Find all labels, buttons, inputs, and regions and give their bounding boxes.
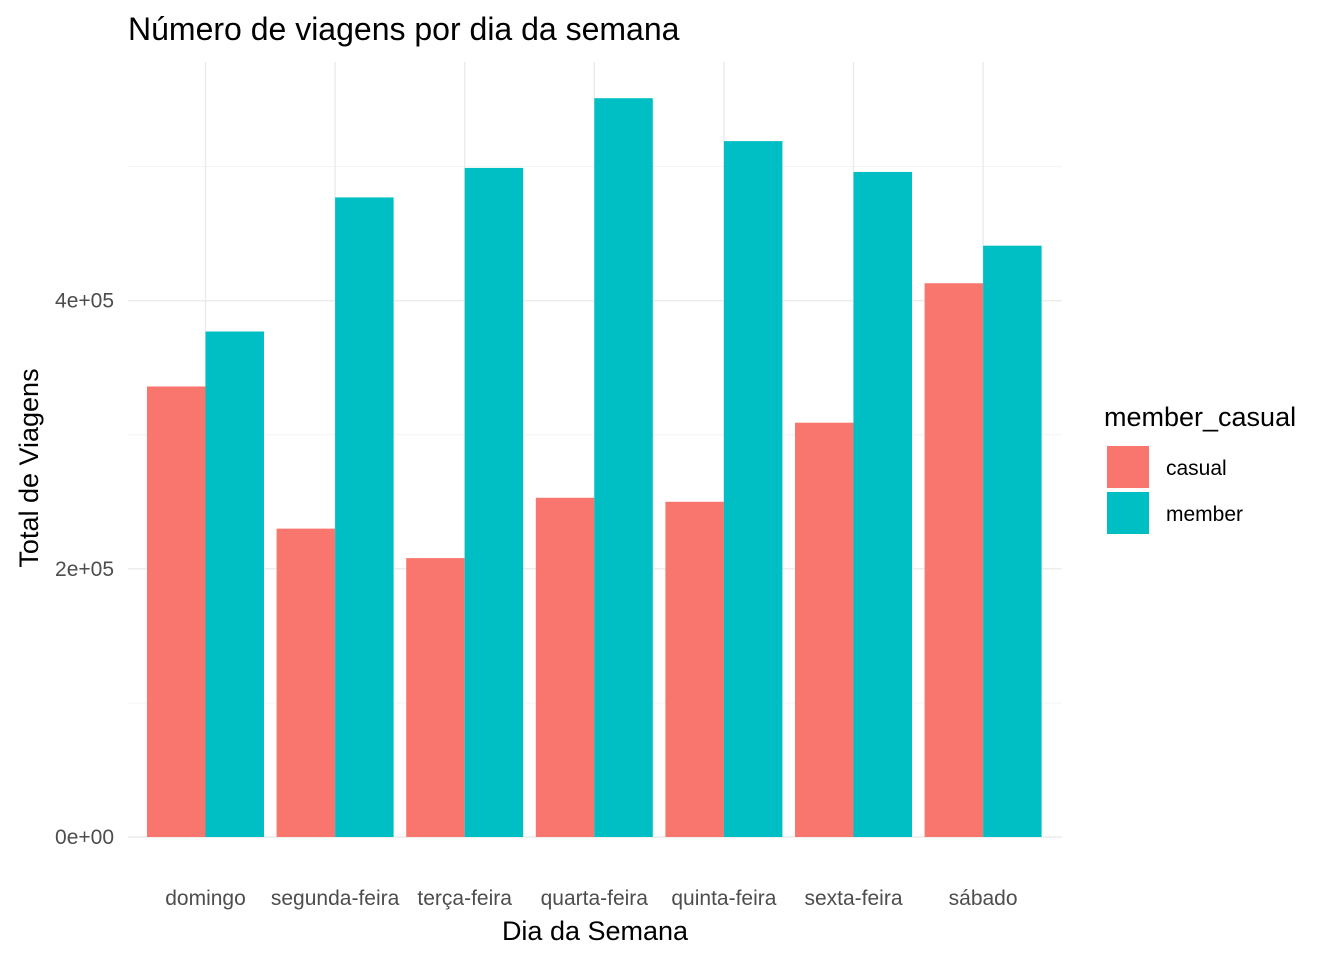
bar-member — [205, 331, 264, 837]
bar-member — [335, 197, 394, 837]
bar-casual — [276, 528, 336, 837]
bar-casual — [406, 558, 465, 837]
bar-casual — [665, 501, 724, 837]
legend-label-casual: casual — [1166, 457, 1227, 480]
bar-member — [983, 245, 1042, 837]
x-tick-label: sábado — [949, 887, 1018, 910]
x-tick-label: terça-feira — [417, 887, 512, 910]
bar-member — [853, 171, 912, 837]
legend-title: member_casual — [1104, 402, 1296, 432]
bar-casual — [795, 422, 854, 837]
bar-member — [594, 98, 653, 838]
bars — [147, 98, 1042, 838]
legend-label-member: member — [1166, 503, 1243, 526]
x-tick-label: domingo — [165, 887, 246, 910]
legend-swatch-member — [1107, 492, 1149, 534]
bar-casual — [147, 386, 206, 837]
y-tick-label: 0e+00 — [55, 826, 114, 849]
x-tick-label: sexta-feira — [804, 887, 902, 910]
x-axis-ticks: domingo segunda-feira terça-feira quarta-fe… — [165, 887, 1017, 910]
x-tick-label: segunda-feira — [271, 887, 400, 910]
x-axis-title: Dia da Semana — [502, 916, 689, 946]
y-axis-title: Total de Viagens — [14, 368, 44, 567]
chart-title: Número de viagens por dia da semana — [128, 11, 680, 47]
legend-swatch-casual — [1107, 446, 1149, 488]
x-tick-label: quarta-feira — [541, 887, 649, 910]
bar-member — [723, 141, 783, 837]
bar-member — [464, 167, 524, 837]
x-tick-label: quinta-feira — [671, 887, 776, 910]
legend: member_casual casual member — [1104, 402, 1296, 534]
y-axis-ticks: 0e+00 2e+05 4e+05 — [55, 290, 114, 849]
y-tick-label: 4e+05 — [55, 290, 114, 313]
bar-casual — [924, 283, 984, 837]
bar-casual — [535, 497, 595, 837]
y-tick-label: 2e+05 — [55, 558, 114, 581]
